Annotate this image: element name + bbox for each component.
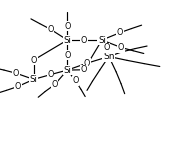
Text: O: O: [51, 80, 58, 89]
Text: Sn: Sn: [103, 52, 115, 61]
Text: O: O: [47, 25, 54, 34]
Text: Si: Si: [63, 66, 71, 75]
Text: O: O: [64, 22, 71, 30]
Text: Si: Si: [98, 36, 106, 44]
Text: O: O: [30, 56, 37, 64]
Text: O: O: [81, 36, 87, 44]
Text: O: O: [103, 43, 110, 52]
Text: O: O: [15, 82, 21, 91]
Text: O: O: [117, 28, 123, 37]
Text: O: O: [64, 51, 71, 59]
Text: O: O: [118, 43, 124, 52]
Text: O: O: [84, 59, 90, 68]
Text: Si: Si: [30, 75, 38, 84]
Text: O: O: [47, 70, 54, 79]
Text: O: O: [72, 76, 79, 85]
Text: O: O: [81, 65, 87, 74]
Text: O: O: [13, 69, 19, 78]
Text: Si: Si: [63, 36, 71, 44]
